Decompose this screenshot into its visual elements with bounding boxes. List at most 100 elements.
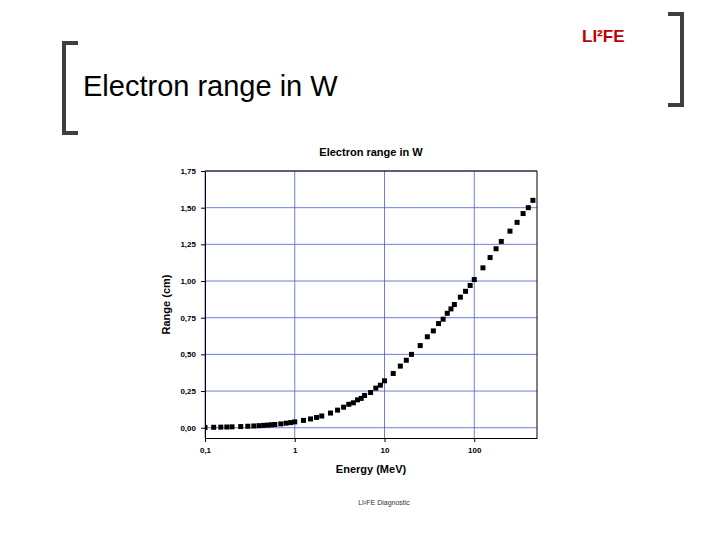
data-point — [335, 408, 340, 413]
y-tick-label: 0,00 — [180, 424, 196, 433]
data-point — [292, 419, 297, 424]
x-tick-mark — [205, 438, 206, 442]
y-tick-mark — [201, 354, 205, 355]
x-tick-mark — [295, 438, 296, 442]
brackets — [64, 14, 682, 133]
data-point — [425, 334, 430, 339]
data-point — [211, 425, 216, 430]
data-point — [507, 229, 512, 234]
data-point — [499, 239, 504, 244]
data-point — [515, 220, 520, 225]
data-point — [278, 421, 283, 426]
data-point — [251, 423, 256, 428]
data-point — [314, 415, 319, 420]
y-tick-label: 1,75 — [180, 167, 196, 176]
footer: LI²FE Diagnostic — [358, 499, 410, 507]
y-tick-mark — [201, 428, 205, 429]
data-point — [218, 425, 223, 430]
x-grid-line — [294, 171, 295, 438]
y-tick-mark — [201, 318, 205, 319]
y-grid-line — [205, 207, 537, 208]
data-point — [468, 283, 473, 288]
y-tick-mark — [201, 391, 205, 392]
y-tick-label: 1,50 — [180, 204, 196, 213]
y-tick: 0,50 — [180, 350, 205, 359]
data-point — [398, 364, 403, 369]
y-tick-mark — [201, 244, 205, 245]
data-point — [409, 352, 414, 357]
y-grid-line — [205, 244, 537, 245]
data-point — [301, 418, 306, 423]
data-point — [463, 289, 468, 294]
x-axis-line — [206, 438, 538, 439]
y-tick-label: 0,50 — [180, 350, 196, 359]
data-point — [224, 424, 229, 429]
data-point — [362, 393, 367, 398]
logo: LI²FE — [582, 27, 625, 46]
data-point — [373, 386, 378, 391]
y-tick-mark — [201, 281, 205, 282]
data-point — [346, 402, 351, 407]
data-point — [521, 211, 526, 216]
slide: LI²FE Electron range in W LI²FE Diagnostic… — [0, 0, 720, 540]
data-point — [391, 371, 396, 376]
data-point — [368, 390, 373, 395]
y-grid-line — [205, 281, 537, 282]
y-grid-line — [205, 317, 537, 318]
data-point — [494, 246, 499, 251]
y-tick-label: 0,25 — [180, 387, 196, 396]
x-tick-mark — [474, 438, 475, 442]
x-grid-line — [205, 171, 206, 438]
y-grid-line — [205, 354, 537, 355]
data-point — [431, 328, 436, 333]
data-point — [472, 277, 477, 282]
data-point — [530, 198, 535, 203]
data-point — [238, 424, 243, 429]
y-tick: 0,00 — [180, 424, 205, 433]
data-point — [445, 311, 450, 316]
y-tick-label: 1,00 — [180, 277, 196, 286]
data-point — [328, 411, 333, 416]
x-tick: 10 — [381, 438, 390, 455]
data-point — [488, 255, 493, 260]
x-grid-line — [384, 171, 385, 438]
points — [205, 198, 535, 430]
data-point — [378, 383, 383, 388]
x-grid-line — [474, 171, 475, 438]
data-point — [341, 405, 346, 410]
y-axis-title: Range (cm) — [160, 274, 172, 334]
right-bracket — [668, 14, 682, 105]
data-point — [230, 424, 235, 429]
chart: 0,11101000,000,250,500,751,001,251,501,7… — [160, 146, 538, 475]
data-point — [480, 265, 485, 270]
data-point — [441, 317, 446, 322]
slide-title: Electron range in W — [83, 70, 338, 102]
data-point — [319, 413, 324, 418]
data-point — [448, 306, 453, 311]
data-point — [284, 421, 289, 426]
y-tick: 1,50 — [180, 204, 205, 213]
x-tick: 100 — [468, 438, 482, 455]
x-tick-label: 1 — [293, 446, 298, 455]
left-bracket — [64, 43, 78, 133]
plot-frame — [205, 171, 537, 438]
x-axis: 0,1 1 10 100 — [200, 438, 538, 455]
x-tick-label: 100 — [468, 446, 482, 455]
x-tick: 1 — [293, 438, 298, 455]
y-tick: 0,75 — [180, 314, 205, 323]
y-tick: 1,75 — [180, 167, 205, 176]
data-point — [272, 422, 277, 427]
data-point — [404, 358, 409, 363]
x-axis-title: Energy (MeV) — [336, 463, 407, 475]
x-tick-mark — [385, 438, 386, 442]
y-tick-mark — [201, 171, 205, 172]
data-point — [308, 416, 313, 421]
data-point — [418, 343, 423, 348]
data-point — [526, 205, 531, 210]
data-point — [257, 423, 262, 428]
x-tick: 0,1 — [200, 438, 212, 455]
x-tick-label: 0,1 — [200, 446, 212, 455]
y-axis-line — [205, 172, 206, 439]
y-tick: 0,25 — [180, 387, 205, 396]
data-point — [452, 302, 457, 307]
